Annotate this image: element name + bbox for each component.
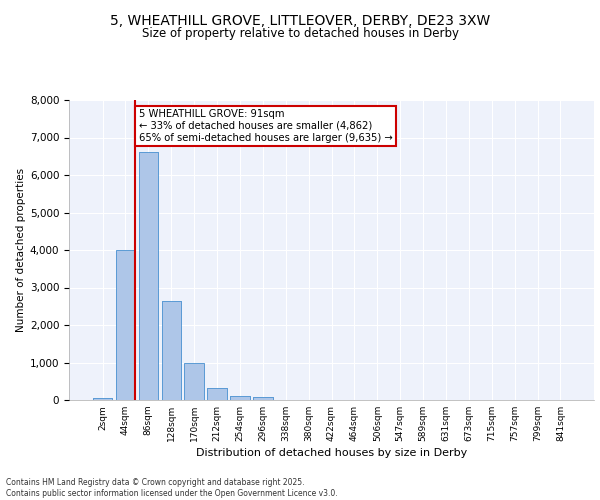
Bar (139, 152, 158, 400)
Bar (93, 398, 112, 400)
Bar (230, 396, 250, 400)
Bar (208, 388, 227, 400)
Bar (253, 396, 272, 400)
Bar (230, 396, 250, 400)
Bar (208, 388, 227, 400)
Bar (253, 396, 272, 400)
Text: Size of property relative to detached houses in Derby: Size of property relative to detached ho… (142, 28, 458, 40)
Bar (116, 250, 135, 400)
Bar (116, 250, 135, 400)
Bar (93, 398, 112, 400)
Bar (184, 363, 204, 400)
Text: 5, WHEATHILL GROVE, LITTLEOVER, DERBY, DE23 3XW: 5, WHEATHILL GROVE, LITTLEOVER, DERBY, D… (110, 14, 490, 28)
Y-axis label: Number of detached properties: Number of detached properties (16, 168, 26, 332)
Text: 5 WHEATHILL GROVE: 91sqm
← 33% of detached houses are smaller (4,862)
65% of sem: 5 WHEATHILL GROVE: 91sqm ← 33% of detach… (139, 110, 392, 142)
Bar (161, 300, 181, 400)
Bar (139, 152, 158, 400)
Bar (184, 363, 204, 400)
X-axis label: Distribution of detached houses by size in Derby: Distribution of detached houses by size … (196, 448, 467, 458)
Text: Contains HM Land Registry data © Crown copyright and database right 2025.
Contai: Contains HM Land Registry data © Crown c… (6, 478, 338, 498)
Bar (161, 300, 181, 400)
